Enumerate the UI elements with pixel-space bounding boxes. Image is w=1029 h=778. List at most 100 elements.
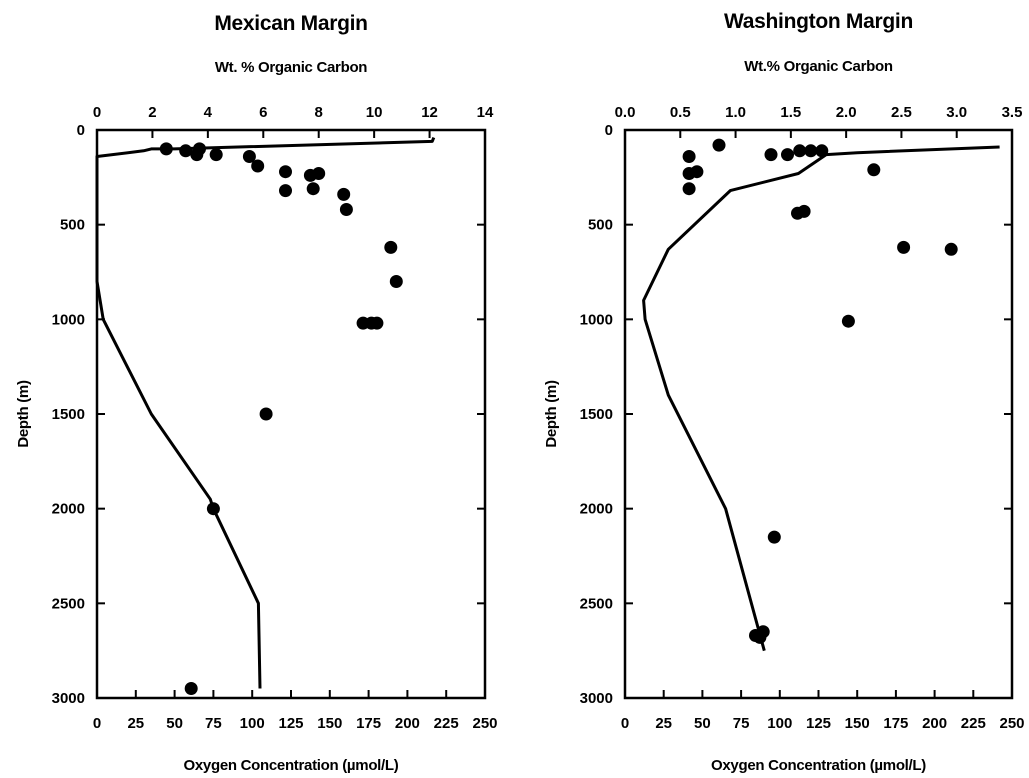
- bottom-tick-label: 125: [806, 715, 831, 732]
- organic-carbon-point: [897, 241, 910, 254]
- y-tick-label: 3000: [580, 690, 613, 707]
- organic-carbon-point: [683, 150, 696, 163]
- bottom-tick-label: 150: [845, 715, 870, 732]
- plot-frame: [97, 130, 485, 698]
- panel-mexican-margin: Mexican Margin Wt. % Organic Carbon Oxyg…: [15, 12, 498, 774]
- organic-carbon-point: [260, 408, 273, 421]
- organic-carbon-point: [210, 148, 223, 161]
- panel-washington-margin: Washington Margin Wt.% Organic Carbon Ox…: [543, 10, 1025, 774]
- y-tick-label: 1500: [52, 406, 85, 423]
- y-axis-label: Depth (m): [15, 380, 32, 448]
- y-tick-label: 3000: [52, 690, 85, 707]
- bottom-tick-label: 250: [999, 715, 1024, 732]
- organic-carbon-point: [768, 531, 781, 544]
- organic-carbon-point: [337, 188, 350, 201]
- organic-carbon-point: [945, 243, 958, 256]
- organic-carbon-point: [842, 315, 855, 328]
- organic-carbon-point: [312, 167, 325, 180]
- y-tick-label: 2000: [580, 501, 613, 518]
- plot-frame: [625, 130, 1012, 698]
- top-tick-label: 1.5: [780, 104, 801, 121]
- top-tick-label: 0.0: [615, 104, 636, 121]
- organic-carbon-point: [279, 165, 292, 178]
- bottom-tick-label: 150: [317, 715, 342, 732]
- organic-carbon-point: [340, 203, 353, 216]
- bottom-tick-label: 225: [434, 715, 459, 732]
- bottom-tick-label: 50: [694, 715, 711, 732]
- organic-carbon-point: [690, 165, 703, 178]
- organic-carbon-point: [765, 148, 778, 161]
- plot-area: 0 2 4 6 8 10 12 140 25 50 75 100 125 150 175 200 225 2500…: [52, 104, 498, 732]
- y-tick-label: 0: [77, 122, 85, 139]
- top-tick-label: 3.5: [1002, 104, 1023, 121]
- organic-carbon-point: [179, 144, 192, 157]
- top-tick-label: 2.0: [836, 104, 857, 121]
- top-tick-label: 0: [93, 104, 101, 121]
- top-axis-label: Wt.% Organic Carbon: [744, 58, 893, 75]
- top-tick-label: 14: [477, 104, 494, 121]
- y-axis-label: Depth (m): [543, 380, 560, 448]
- organic-carbon-point: [185, 682, 198, 695]
- bottom-axis-label: Oxygen Concentration (µmol/L): [184, 757, 399, 774]
- bottom-tick-label: 75: [205, 715, 222, 732]
- top-tick-label: 2: [148, 104, 156, 121]
- organic-carbon-point: [370, 317, 383, 330]
- bottom-tick-label: 0: [93, 715, 101, 732]
- organic-carbon-point: [793, 144, 806, 157]
- y-tick-label: 1000: [52, 311, 85, 328]
- y-tick-label: 2500: [580, 595, 613, 612]
- y-tick-label: 1500: [580, 406, 613, 423]
- top-tick-label: 6: [259, 104, 267, 121]
- bottom-tick-label: 100: [767, 715, 792, 732]
- y-tick-label: 2000: [52, 501, 85, 518]
- organic-carbon-point: [683, 182, 696, 195]
- top-tick-label: 0.5: [670, 104, 691, 121]
- organic-carbon-point: [279, 184, 292, 197]
- organic-carbon-point: [390, 275, 403, 288]
- top-tick-label: 10: [366, 104, 383, 121]
- y-tick-label: 1000: [580, 311, 613, 328]
- top-tick-label: 2.5: [891, 104, 912, 121]
- organic-carbon-point: [713, 139, 726, 152]
- organic-carbon-point: [815, 144, 828, 157]
- chart-title: Washington Margin: [724, 10, 913, 33]
- bottom-tick-label: 75: [733, 715, 750, 732]
- y-tick-label: 0: [605, 122, 613, 139]
- bottom-tick-label: 175: [356, 715, 381, 732]
- organic-carbon-point: [781, 148, 794, 161]
- y-tick-label: 500: [588, 217, 613, 234]
- top-axis-label: Wt. % Organic Carbon: [215, 59, 367, 76]
- chart-title: Mexican Margin: [214, 12, 367, 35]
- top-tick-label: 3.0: [946, 104, 967, 121]
- top-tick-label: 12: [421, 104, 438, 121]
- oxygen-profile-line: [644, 147, 1000, 651]
- organic-carbon-point: [160, 142, 173, 155]
- bottom-tick-label: 50: [166, 715, 183, 732]
- y-tick-label: 500: [60, 217, 85, 234]
- bottom-tick-label: 100: [240, 715, 265, 732]
- plot-area: 0.0 0.5 1.0 1.5 2.0 2.5 3.0 3.5 0 25 50 75 100 125 150…: [580, 104, 1025, 732]
- organic-carbon-point: [798, 205, 811, 218]
- organic-carbon-point: [193, 142, 206, 155]
- bottom-tick-label: 200: [395, 715, 420, 732]
- bottom-tick-label: 225: [961, 715, 986, 732]
- bottom-tick-label: 25: [127, 715, 144, 732]
- organic-carbon-point: [753, 631, 766, 644]
- bottom-tick-label: 0: [621, 715, 629, 732]
- top-tick-label: 1.0: [725, 104, 746, 121]
- bottom-axis-label: Oxygen Concentration (µmol/L): [711, 757, 926, 774]
- organic-carbon-point: [251, 160, 264, 173]
- y-tick-label: 2500: [52, 595, 85, 612]
- organic-carbon-point: [307, 182, 320, 195]
- bottom-tick-label: 250: [472, 715, 497, 732]
- bottom-tick-label: 25: [655, 715, 672, 732]
- organic-carbon-point: [867, 163, 880, 176]
- bottom-tick-label: 125: [278, 715, 303, 732]
- bottom-tick-label: 200: [922, 715, 947, 732]
- bottom-tick-label: 175: [883, 715, 908, 732]
- organic-carbon-point: [207, 502, 220, 515]
- top-tick-label: 4: [204, 104, 213, 121]
- organic-carbon-point: [384, 241, 397, 254]
- top-tick-label: 8: [315, 104, 323, 121]
